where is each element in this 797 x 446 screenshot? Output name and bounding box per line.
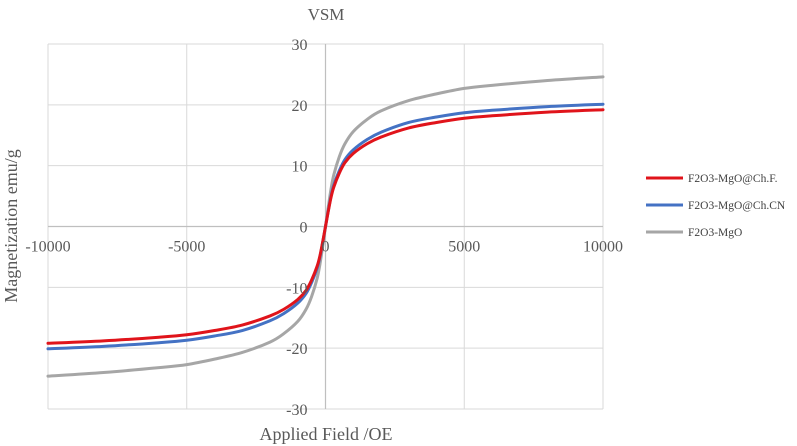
x-tick-label: -5000	[168, 239, 205, 256]
x-tick-label: 0	[322, 239, 330, 256]
legend-label-1: F2O3-MgO@Ch.CN	[688, 200, 786, 212]
y-tick-label: -20	[286, 341, 307, 358]
y-tick-label: -30	[286, 402, 307, 419]
legend-label-2: F2O3-MgO	[688, 227, 742, 239]
x-axis-label: Applied Field /OE	[260, 424, 393, 444]
y-axis-label: Magnetization emu/g	[1, 149, 21, 302]
x-tick-label: 5000	[448, 239, 480, 256]
x-tick-label: -10000	[25, 239, 70, 256]
y-tick-label: 20	[292, 98, 308, 115]
series-line-0	[46, 108, 605, 345]
chart-title: VSM	[308, 5, 345, 24]
x-tick-labels: -10000 -5000 0 5000 10000	[25, 239, 623, 256]
y-tick-label: 30	[292, 37, 308, 54]
legend: F2O3-MgO@Ch.F. F2O3-MgO@Ch.CN F2O3-MgO	[646, 173, 786, 239]
legend-label-0: F2O3-MgO@Ch.F.	[688, 173, 778, 185]
y-tick-label: 0	[300, 220, 308, 237]
y-tick-label: -10	[286, 280, 307, 297]
y-tick-label: 10	[292, 159, 308, 176]
y-tick-labels: -30 -20 -10 0 10 20 30	[286, 37, 307, 419]
series-layer	[46, 75, 605, 378]
x-tick-label: 10000	[583, 239, 623, 256]
